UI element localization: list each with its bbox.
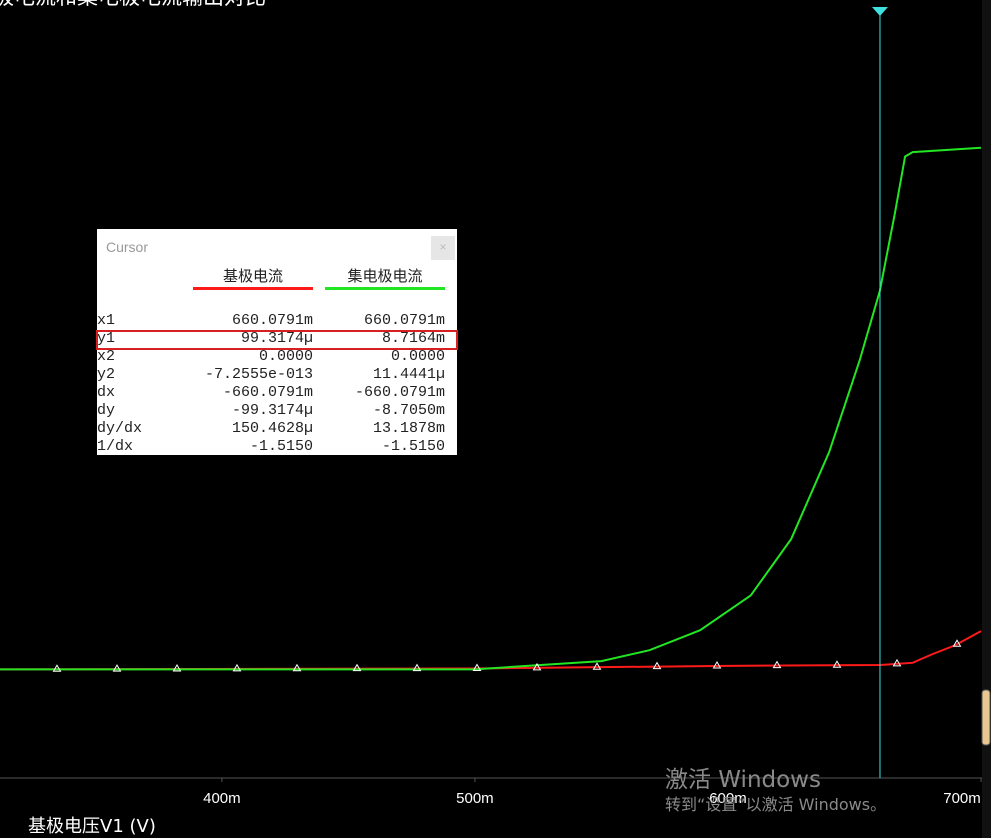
x-tick-label: 500m <box>456 790 494 807</box>
marker <box>952 639 962 647</box>
x-tick-label: 400m <box>203 790 241 807</box>
legend-swatch <box>193 287 313 290</box>
marker <box>472 663 482 671</box>
marker <box>652 661 662 670</box>
watermark-title: 激活 Windows <box>665 767 821 793</box>
cursor-value: -1.5150 <box>381 438 445 455</box>
cursor-row: y2 -7.2555e-013 11.4441µ <box>97 366 457 384</box>
cursor-value: -99.3174µ <box>231 402 313 419</box>
marker <box>892 658 902 667</box>
cursor-row: x2 0.0000 0.0000 <box>97 348 457 366</box>
cursor-row: dx -660.0791m -660.0791m <box>97 384 457 402</box>
x-tick-label: 700m <box>943 790 981 807</box>
series-line <box>0 146 982 671</box>
cursor-key: y1 <box>97 330 116 347</box>
legend-entry: 基极电流 <box>222 267 283 285</box>
marker <box>772 660 782 669</box>
legend-swatch <box>325 287 445 290</box>
cursor-row: dy -99.3174µ -8.7050m <box>97 402 457 420</box>
marker <box>532 662 542 671</box>
cursor-value: -8.7050m <box>372 402 445 419</box>
cursor-value: 150.4628µ <box>231 420 313 437</box>
scrollbar-thumb[interactable] <box>981 689 991 746</box>
cursor-value: 8.7164m <box>381 330 445 347</box>
cursor-value: 0.0000 <box>390 348 445 365</box>
cursor-handle <box>871 7 888 16</box>
marker <box>172 664 182 672</box>
cursor-key: 1/dx <box>97 438 134 455</box>
marker <box>832 660 842 668</box>
cursor-value: -660.0791m <box>222 384 313 401</box>
cursor-value: 13.1878m <box>372 420 445 437</box>
cursor-value: -1.5150 <box>249 438 313 455</box>
cursor-panel[interactable]: Cursor × 基极电流 集电极电流 x1 660.0791m 660.0791m… <box>96 229 458 456</box>
marker <box>592 662 602 670</box>
cursor-value: 99.3174µ <box>240 330 313 347</box>
marker <box>112 664 122 672</box>
panel-title: Cursor <box>106 239 149 255</box>
marker <box>232 663 242 672</box>
cursor-row: x1 660.0791m 660.0791m <box>97 312 457 330</box>
cursor-value: 660.0791m <box>363 312 445 329</box>
cursor-row: 1/dx -1.5150 -1.5150 <box>97 438 457 456</box>
series-line <box>0 630 982 671</box>
cursor-key: x1 <box>97 312 116 329</box>
cursor-value: 0.0000 <box>258 348 313 365</box>
cursor-row: dy/dx 150.4628µ 13.1878m <box>97 420 457 438</box>
marker <box>412 663 422 672</box>
chart-title: 基极电流和集电极电流输出对比 <box>0 0 266 9</box>
cursor-row: y1 99.3174µ 8.7164m <box>97 330 457 348</box>
cursor-value: 660.0791m <box>231 312 313 329</box>
highlight-box <box>96 330 458 350</box>
cursor-key: x2 <box>97 348 116 365</box>
marker <box>292 663 302 672</box>
cursor-key: dy <box>97 402 116 419</box>
marker <box>712 660 722 669</box>
x-tick-label: 600m <box>709 790 747 807</box>
cursor-value: -7.2555e-013 <box>204 366 313 383</box>
marker <box>52 664 62 672</box>
cursor-value: -660.0791m <box>354 384 445 401</box>
close-button[interactable]: × <box>431 236 455 260</box>
marker <box>352 663 362 672</box>
cursor-key: dx <box>97 384 116 401</box>
scrollbar[interactable] <box>982 0 991 838</box>
legend-entry: 集电极电流 <box>347 267 423 285</box>
cursor-key: dy/dx <box>97 420 143 437</box>
cursor-value: 11.4441µ <box>372 366 445 383</box>
watermark-subtitle: 转到“设置”以激活 Windows。 <box>665 795 887 814</box>
cursor-key: y2 <box>97 366 116 383</box>
x-axis-label: 基极电压V1 (V) <box>28 816 156 837</box>
